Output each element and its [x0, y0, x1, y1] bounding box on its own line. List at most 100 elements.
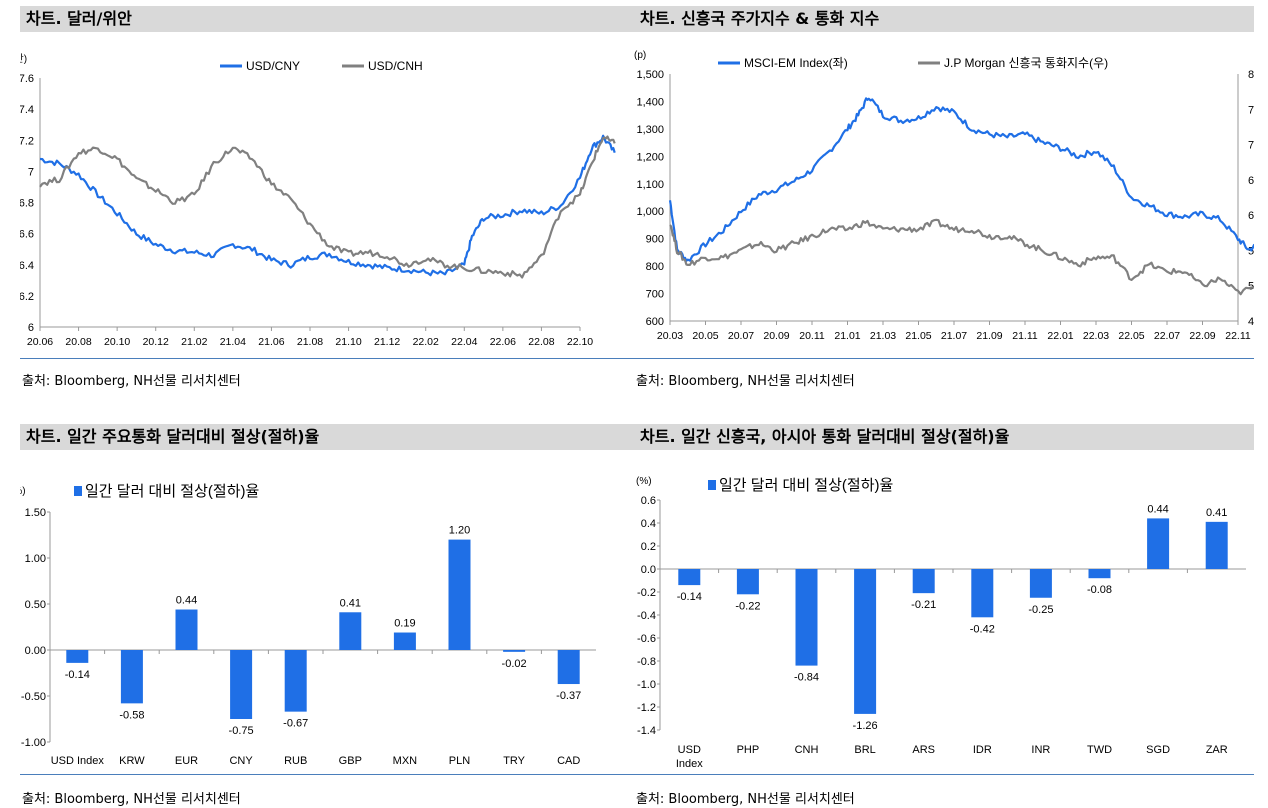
legend-label: USD/CNH: [368, 59, 423, 73]
y-tick-label: 0.0: [641, 564, 656, 576]
bar: [912, 569, 935, 594]
category-label: CNH: [795, 744, 819, 756]
usd-cny-chart: (위안) 6 6.2 6.4 6.6 6.8 7 7.2 7.4 7.6 20.06 20.08 20.…: [20, 52, 616, 348]
y-tick-label: 7.2: [20, 135, 34, 147]
category-label: KRW: [119, 755, 145, 767]
major-fx-bar-chart: (%) 일간 달러 대비 절상(절하)율 -1.00 -0.50 0.00 0.50 1.0…: [20, 483, 596, 767]
data-label: -0.25: [1028, 604, 1053, 616]
y2-tick-label: 75: [1248, 104, 1254, 116]
y2-tick-label: 45: [1248, 316, 1254, 328]
bar: [1205, 521, 1228, 569]
x-tick-label: 22.05: [1118, 330, 1144, 342]
x-tick-label: 20.10: [104, 336, 130, 348]
bar: [736, 569, 759, 595]
x-tick-label: 22.08: [528, 336, 554, 348]
category-label: GBP: [339, 755, 362, 767]
x-tick-label: 21.09: [976, 330, 1002, 342]
divider: [634, 358, 1254, 359]
bar: [1029, 569, 1052, 598]
category-label: PHP: [737, 744, 760, 756]
legend-label: J.P Morgan 신흥국 통화지수(우): [944, 56, 1108, 70]
data-label: -0.22: [735, 600, 760, 612]
bar: [339, 612, 362, 650]
x-tick-label: 20.06: [27, 336, 53, 348]
panel-usd-cny: 차트. 달러/위안 (위안) 6 6.2 6.4 6.6 6.8 7 7.2 7.4 7.6 20.…: [20, 6, 640, 389]
x-tick-label: 22.10: [567, 336, 593, 348]
divider: [20, 774, 640, 775]
y-tick-label: 6.8: [20, 198, 34, 210]
data-label: -0.14: [65, 669, 90, 681]
data-label: 0.41: [1206, 507, 1227, 519]
bar: [1088, 569, 1111, 579]
x-tick-label: 22.07: [1154, 330, 1180, 342]
divider: [634, 774, 1254, 775]
y-tick-label: 0.00: [25, 645, 46, 657]
x-tick-label: 21.01: [834, 330, 860, 342]
source-note: 출처: Bloomberg, NH선물 리서치센터: [22, 792, 241, 807]
unit-label: (%): [20, 486, 26, 497]
data-label: -0.84: [794, 672, 819, 684]
category-label: CAD: [557, 755, 580, 767]
x-tick-label: 20.07: [728, 330, 754, 342]
bar: [120, 650, 143, 704]
x-tick-label: 21.03: [870, 330, 896, 342]
bar: [678, 569, 701, 586]
x-tick-label: 21.10: [335, 336, 361, 348]
category-label: MXN: [393, 755, 418, 767]
bar: [557, 650, 580, 685]
legend-label: MSCI-EM Index(좌): [744, 56, 848, 70]
source-note: 출처: Bloomberg, NH선물 리서치센터: [22, 374, 241, 389]
category-label: RUB: [284, 755, 307, 767]
y-tick-label: 0.50: [25, 599, 46, 611]
legend-swatch: [74, 486, 82, 496]
x-tick-label: 22.06: [490, 336, 516, 348]
panel-title: 차트. 일간 신흥국, 아시아 통화 달러대비 절상(절하)율: [634, 424, 1254, 450]
x-tick-label: 21.12: [374, 336, 400, 348]
x-tick-label: 21.05: [905, 330, 931, 342]
y-tick-label: 1,000: [636, 206, 664, 218]
unit-label: (%): [636, 476, 652, 487]
y-tick-label: 1.00: [25, 553, 46, 565]
x-tick-label: 22.09: [1189, 330, 1215, 342]
x-tick-label: 20.03: [657, 330, 683, 342]
y-tick-label: 7.4: [20, 104, 34, 116]
x-tick-label: 22.03: [1083, 330, 1109, 342]
y-tick-label: 1,100: [636, 179, 664, 191]
x-tick-label: 22.01: [1047, 330, 1073, 342]
data-label: -0.02: [502, 658, 527, 670]
panel-title: 차트. 달러/위안: [20, 6, 640, 32]
x-tick-label: 20.08: [65, 336, 91, 348]
data-label: 0.44: [176, 595, 197, 607]
category-label: PLN: [449, 755, 470, 767]
bar: [66, 650, 89, 663]
bar: [284, 650, 307, 712]
category-label: USD Index: [676, 744, 703, 770]
data-label: -0.14: [677, 591, 702, 603]
data-label: 1.20: [449, 525, 470, 537]
y-tick-label: 6.4: [20, 260, 34, 272]
bar: [1147, 518, 1170, 569]
x-tick-label: 20.11: [799, 330, 825, 342]
y-tick-label: 0.2: [641, 541, 656, 553]
bar: [795, 569, 818, 666]
panel-title: 차트. 신흥국 주가지수 & 통화 지수: [634, 6, 1254, 32]
data-label: -0.37: [556, 690, 581, 702]
bar: [175, 609, 198, 650]
category-label: ARS: [912, 744, 935, 756]
category-label: INR: [1031, 744, 1050, 756]
panel-em-fx: 차트. 일간 신흥국, 아시아 통화 달러대비 절상(절하)율 (%) 일간 달러…: [634, 424, 1254, 807]
source-note: 출처: Bloomberg, NH선물 리서치센터: [636, 792, 855, 807]
y-tick-label: -0.4: [637, 610, 656, 622]
y2-tick-label: 80: [1248, 69, 1254, 81]
category-label: CNY: [229, 755, 253, 767]
em-fx-bar-chart: (%) 일간 달러 대비 절상(절하)율 -1.4 -1.2 -1.0 -0.8 -0.6 -…: [636, 476, 1246, 770]
bar: [971, 569, 994, 618]
data-label: 0.19: [394, 618, 415, 630]
unit-label: (위안): [20, 52, 27, 65]
y-tick-label: -1.0: [637, 679, 656, 691]
y-tick-label: 6.6: [20, 229, 34, 241]
data-label: -0.58: [119, 709, 144, 721]
y-tick-label: 800: [646, 261, 664, 273]
y-tick-label: 6: [28, 322, 34, 334]
category-label: EUR: [175, 755, 198, 767]
